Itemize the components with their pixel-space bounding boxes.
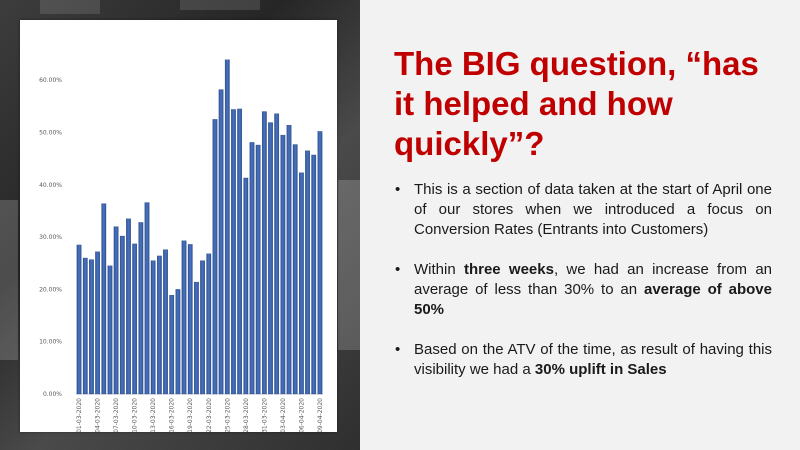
y-tick-label: 40.00% — [39, 182, 62, 189]
bar-05-04-2020 — [292, 144, 298, 395]
x-tick-label: 16-03-2020 — [169, 398, 176, 432]
bar-10-03-2020 — [132, 243, 138, 395]
bullet-dot: • — [395, 261, 401, 278]
bar-11-03-2020 — [138, 222, 144, 395]
bar-31-03-2020 — [261, 111, 267, 395]
bar-02-03-2020 — [82, 257, 88, 395]
bar-02-04-2020 — [274, 113, 280, 395]
bar-07-04-2020 — [305, 150, 310, 395]
bar-01-04-2020 — [268, 122, 273, 395]
bar-20-03-2020 — [194, 281, 199, 395]
bar-15-03-2020 — [163, 249, 168, 395]
bar-07-03-2020 — [113, 226, 119, 395]
y-tick-label: 10.00% — [39, 339, 62, 346]
bar-23-03-2020 — [212, 119, 218, 395]
bullet-text-3: Based on the ATV of the time, as result … — [414, 341, 772, 378]
bar-06-04-2020 — [299, 172, 304, 395]
y-tick-label: 50.00% — [39, 129, 62, 136]
bullet-plain-text: Based on the ATV of the time, as result … — [414, 341, 772, 378]
x-tick-label: 31-03-2020 — [261, 398, 268, 432]
bar-08-03-2020 — [119, 235, 125, 395]
x-tick-label: 07-03-2020 — [113, 398, 120, 432]
conversion-rate-chart: 0.00% 10.00% 20.00% 30.00% 40.00% 50.00% 60.00… — [20, 20, 337, 432]
x-tick-label: 01-03-2020 — [76, 398, 83, 432]
bar-29-03-2020 — [249, 142, 255, 395]
bar-08-04-2020 — [311, 154, 317, 395]
bar-21-03-2020 — [200, 260, 205, 395]
bar-26-03-2020 — [231, 109, 236, 395]
y-tick-label: 0.00% — [43, 391, 62, 398]
bar-03-03-2020 — [89, 259, 94, 395]
bar-05-03-2020 — [101, 203, 107, 395]
bar-13-03-2020 — [150, 260, 156, 395]
x-tick-label: 04-03-2020 — [95, 398, 102, 432]
bullet-plain-text: Within — [414, 261, 464, 278]
x-tick-label: 09-04-2020 — [317, 398, 324, 432]
slide-title: The BIG question, “has it helped and how… — [394, 45, 759, 162]
bullet-plain-text: This is a section of data taken at the s… — [414, 181, 772, 238]
bar-01-03-2020 — [76, 244, 82, 395]
bullet-dot: • — [395, 341, 401, 358]
bullet-text-2: Within three weeks, we had an increase f… — [414, 261, 772, 318]
bullet-plain-text: , we had an increase from an average of … — [414, 261, 773, 298]
bullet-item-2: • Within three weeks, we had an increase… — [392, 260, 772, 320]
bar-03-04-2020 — [280, 134, 286, 395]
y-tick-label: 20.00% — [39, 286, 62, 293]
bar-14-03-2020 — [156, 255, 162, 395]
bar-18-03-2020 — [181, 240, 187, 395]
bar-27-03-2020 — [237, 108, 243, 395]
bar-16-03-2020 — [169, 294, 175, 395]
bar-24-03-2020 — [218, 89, 224, 395]
bullet-item-3: • Based on the ATV of the time, as resul… — [392, 340, 772, 380]
x-tick-label: 22-03-2020 — [206, 398, 213, 432]
bar-17-03-2020 — [175, 289, 181, 395]
x-tick-label: 28-03-2020 — [243, 398, 250, 432]
x-tick-label: 03-04-2020 — [280, 398, 287, 432]
bar-04-04-2020 — [286, 124, 292, 395]
bar-chart-svg: 0.00% 10.00% 20.00% 30.00% 40.00% 50.00% 60.00… — [39, 59, 324, 432]
bar-19-03-2020 — [187, 244, 193, 395]
bar-12-03-2020 — [144, 202, 150, 395]
bullet-bold-text: 30% uplift in Sales — [534, 361, 667, 378]
x-tick-label: 10-03-2020 — [132, 398, 139, 432]
bar-09-03-2020 — [126, 218, 131, 395]
x-tick-label: 06-04-2020 — [298, 398, 305, 432]
bar-09-04-2020 — [317, 131, 323, 395]
x-tick-label: 19-03-2020 — [187, 398, 194, 432]
bar-06-03-2020 — [107, 265, 113, 395]
bullet-item-1: • This is a section of data taken at the… — [392, 180, 772, 240]
y-tick-label: 60.00% — [39, 77, 62, 84]
bar-25-03-2020 — [224, 59, 230, 395]
bullet-list: • This is a section of data taken at the… — [392, 180, 772, 400]
text-panel — [360, 0, 800, 450]
bar-04-03-2020 — [95, 251, 100, 395]
x-tick-label: 25-03-2020 — [224, 398, 231, 432]
bar-22-03-2020 — [206, 253, 212, 395]
bullet-dot: • — [395, 181, 401, 198]
bar-28-03-2020 — [243, 177, 249, 395]
y-tick-label: 30.00% — [39, 234, 62, 241]
x-tick-label: 13-03-2020 — [150, 398, 157, 432]
bullet-text-1: This is a section of data taken at the s… — [414, 181, 772, 238]
bullet-bold-text: average of above 50% — [414, 281, 772, 318]
bar-30-03-2020 — [255, 144, 261, 395]
bullet-bold-text: three weeks — [463, 261, 554, 278]
